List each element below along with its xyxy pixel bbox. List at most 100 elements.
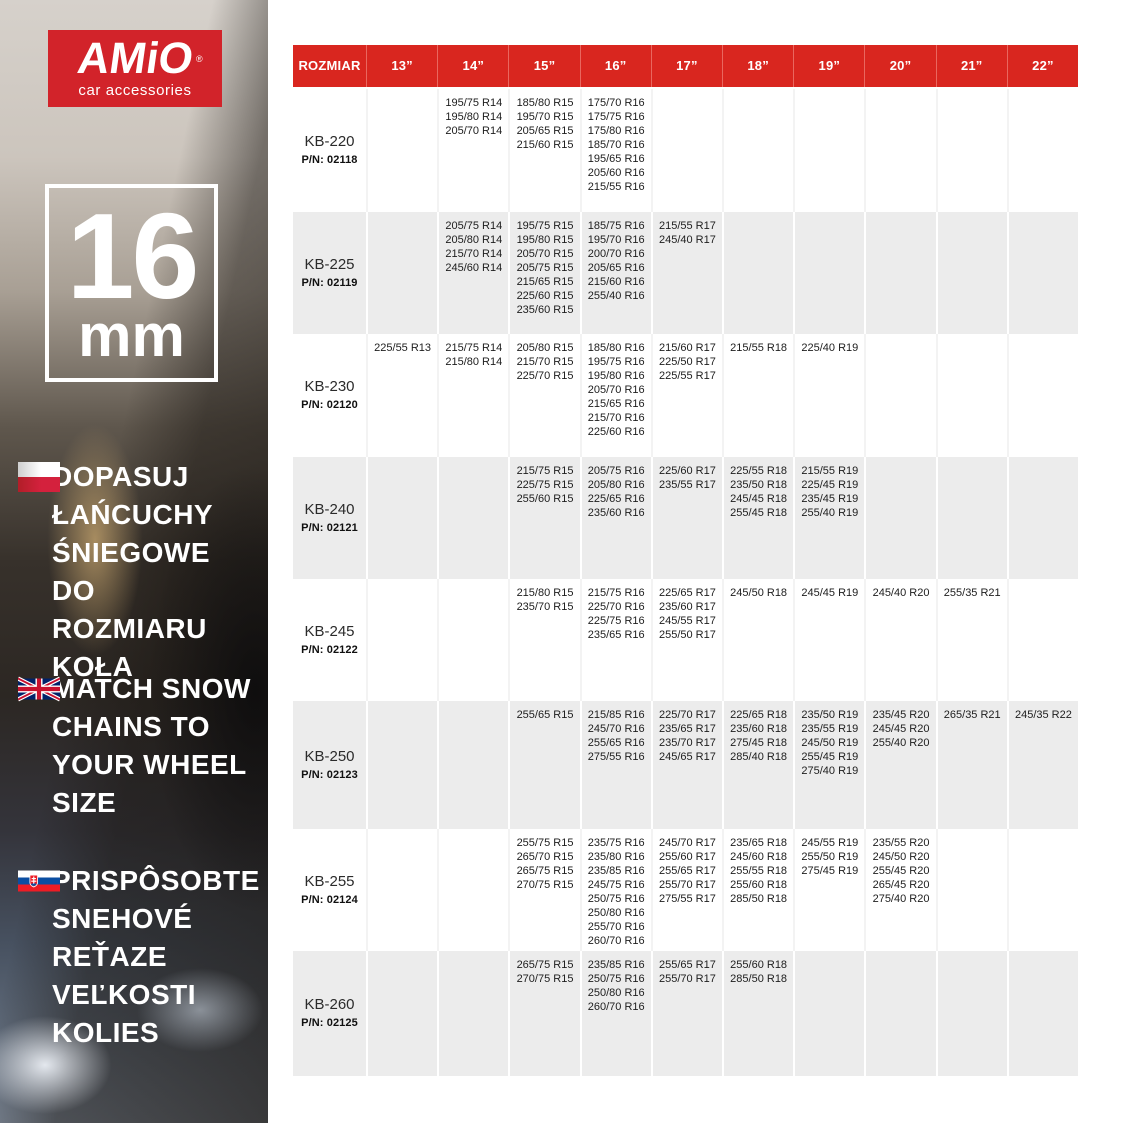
model-cell-kb-230: KB-230 P/N: 02120: [293, 334, 366, 457]
model-cell-kb-260: KB-260 P/N: 02125: [293, 951, 366, 1076]
slovakia-flag-icon: [18, 870, 60, 892]
badge-unit: mm: [78, 302, 185, 369]
sizes-cell-kb-220-21: [935, 89, 1007, 212]
sizes-cell-kb-220-15: 185/80 R15 195/70 R15 205/65 R15 215/60 …: [508, 89, 579, 212]
size-table: ROZMIAR 13” 14” 15” 16” 17” 18” 19” 20” 21” 22” KB…: [293, 45, 1078, 1076]
sizes-cell-kb-225-15: 195/75 R15 195/80 R15 205/70 R15 205/75 …: [508, 212, 579, 334]
col-header-size-17: 17”: [650, 45, 722, 87]
part-number: P/N: 02124: [301, 893, 358, 906]
sizes-cell-kb-240-22: [1006, 457, 1078, 579]
sizes-cell-kb-250-20: 235/45 R20 245/45 R20 255/40 R20: [864, 701, 935, 829]
sizes-cell-kb-240-16: 205/75 R16 205/80 R16 225/65 R16 235/60 …: [579, 457, 651, 579]
sizes-cell-kb-220-17: [650, 89, 722, 212]
table-row-kb-255: KB-255 P/N: 02124 255/75 R15 265/70 R15 26…: [293, 829, 1078, 951]
sizes-cell-kb-230-20: [864, 334, 935, 457]
sizes-cell-kb-220-20: [864, 89, 935, 212]
amio-logo-wordmark: AMiO ®: [74, 34, 202, 83]
model-cell-kb-245: KB-245 P/N: 02122: [293, 579, 366, 701]
model-code: KB-255: [304, 872, 355, 890]
sizes-cell-kb-230-16: 185/80 R16 195/75 R16 195/80 R16 205/70 …: [579, 334, 651, 457]
table-row-kb-230: KB-230 P/N: 02120 225/55 R13 215/75 R14 215…: [293, 334, 1078, 457]
col-header-size-18: 18”: [722, 45, 793, 87]
sizes-cell-kb-250-21: 265/35 R21: [935, 701, 1007, 829]
sizes-cell-kb-260-22: [1006, 951, 1078, 1076]
sizes-cell-kb-250-16: 215/85 R16 245/70 R16 255/65 R16 275/55 …: [579, 701, 651, 829]
col-header-size-19: 19”: [793, 45, 864, 87]
sizes-cell-kb-240-20: [864, 457, 935, 579]
sizes-cell-kb-250-22: 245/35 R22: [1006, 701, 1078, 829]
sizes-cell-kb-230-14: 215/75 R14 215/80 R14: [437, 334, 508, 457]
badge-value: 16: [66, 188, 200, 324]
sizes-cell-kb-230-13: 225/55 R13: [366, 334, 437, 457]
sizes-cell-kb-225-17: 215/55 R17 245/40 R17: [650, 212, 722, 334]
sizes-cell-kb-255-15: 255/75 R15 265/70 R15 265/75 R15 270/75 …: [508, 829, 579, 951]
sizes-cell-kb-250-18: 225/65 R18 235/60 R18 275/45 R18 285/40 …: [722, 701, 793, 829]
sizes-cell-kb-230-17: 215/60 R17 225/50 R17 225/55 R17: [650, 334, 722, 457]
sizes-cell-kb-260-19: [793, 951, 864, 1076]
col-header-size-16: 16”: [579, 45, 651, 87]
sizes-cell-kb-225-13: [366, 212, 437, 334]
sizes-cell-kb-245-15: 215/80 R15 235/70 R15: [508, 579, 579, 701]
model-code: KB-250: [304, 747, 355, 765]
sizes-cell-kb-245-14: [437, 579, 508, 701]
section-english: MATCH SNOW CHAINS TO YOUR WHEEL SIZE: [18, 670, 253, 822]
col-header-size-22: 22”: [1006, 45, 1078, 87]
model-cell-kb-250: KB-250 P/N: 02123: [293, 701, 366, 829]
model-cell-kb-220: KB-220 P/N: 02118: [293, 89, 366, 212]
model-cell-kb-255: KB-255 P/N: 02124: [293, 829, 366, 951]
sizes-cell-kb-250-17: 225/70 R17 235/65 R17 235/70 R17 245/65 …: [650, 701, 722, 829]
slovak-text: PRISPÔSOBTE SNEHOVÉ REŤAZE VEĽKOSTI KOLI…: [52, 865, 260, 1048]
part-number: P/N: 02118: [301, 154, 358, 166]
sizes-cell-kb-220-19: [793, 89, 864, 212]
sizes-cell-kb-220-18: [722, 89, 793, 212]
sizes-cell-kb-250-14: [437, 701, 508, 829]
sizes-cell-kb-250-13: [366, 701, 437, 829]
sizes-cell-kb-255-17: 245/70 R17 255/60 R17 255/65 R17 255/70 …: [650, 829, 722, 951]
part-number: P/N: 02123: [301, 768, 358, 781]
table-row-kb-245: KB-245 P/N: 02122 215/80 R15 235/70 R15 215…: [293, 579, 1078, 701]
sizes-cell-kb-245-22: [1006, 579, 1078, 701]
sizes-cell-kb-230-15: 205/80 R15 215/70 R15 225/70 R15: [508, 334, 579, 457]
col-header-size-14: 14”: [437, 45, 508, 87]
registered-mark: ®: [195, 53, 203, 64]
sizes-cell-kb-230-21: [935, 334, 1007, 457]
sizes-cell-kb-220-22: [1006, 89, 1078, 212]
sizes-cell-kb-220-16: 175/70 R16 175/75 R16 175/80 R16 185/70 …: [579, 89, 651, 212]
sizes-cell-kb-230-18: 215/55 R18: [722, 334, 793, 457]
chain-thickness-badge: 16 mm: [45, 184, 218, 382]
sizes-cell-kb-245-13: [366, 579, 437, 701]
amio-logo: AMiO ® car accessories: [48, 30, 222, 107]
sizes-cell-kb-260-20: [864, 951, 935, 1076]
sizes-cell-kb-240-17: 225/60 R17 235/55 R17: [650, 457, 722, 579]
sizes-cell-kb-240-21: [935, 457, 1007, 579]
part-number: P/N: 02120: [301, 399, 358, 411]
section-slovak: PRISPÔSOBTE SNEHOVÉ REŤAZE VEĽKOSTI KOLI…: [18, 862, 260, 1052]
table-row-kb-220: KB-220 P/N: 02118 195/75 R14 195/80 R14 20…: [293, 89, 1078, 212]
polish-text: DOPASUJ ŁAŃCUCHY ŚNIEGOWE DO ROZMIARU KO…: [52, 461, 214, 682]
sizes-cell-kb-240-13: [366, 457, 437, 579]
table-row-kb-250: KB-250 P/N: 02123 255/65 R15 215/85 R16 245…: [293, 701, 1078, 829]
sizes-cell-kb-260-15: 265/75 R15 270/75 R15: [508, 951, 579, 1076]
brand-text: AMiO: [74, 33, 196, 83]
english-text: MATCH SNOW CHAINS TO YOUR WHEEL SIZE: [52, 673, 251, 818]
sizes-cell-kb-255-21: [935, 829, 1007, 951]
sizes-cell-kb-230-22: [1006, 334, 1078, 457]
model-code: KB-230: [304, 378, 355, 395]
sizes-cell-kb-225-18: [722, 212, 793, 334]
sizes-cell-kb-260-18: 255/60 R18 285/50 R18: [722, 951, 793, 1076]
model-code: KB-220: [304, 133, 355, 150]
model-code: KB-240: [304, 500, 355, 518]
sizes-cell-kb-240-18: 225/55 R18 235/50 R18 245/45 R18 255/45 …: [722, 457, 793, 579]
sizes-cell-kb-240-19: 215/55 R19 225/45 R19 235/45 R19 255/40 …: [793, 457, 864, 579]
sizes-cell-kb-240-14: [437, 457, 508, 579]
sizes-cell-kb-225-16: 185/75 R16 195/70 R16 200/70 R16 205/65 …: [579, 212, 651, 334]
part-number: P/N: 02121: [301, 521, 358, 534]
col-header-size-20: 20”: [864, 45, 935, 87]
table-row-kb-260: KB-260 P/N: 02125 265/75 R15 270/75 R15 235…: [293, 951, 1078, 1076]
model-code: KB-260: [304, 996, 355, 1013]
sizes-cell-kb-260-21: [935, 951, 1007, 1076]
model-code: KB-245: [304, 622, 355, 640]
col-header-rozmiar: ROZMIAR: [298, 58, 361, 73]
section-polish: DOPASUJ ŁAŃCUCHY ŚNIEGOWE DO ROZMIARU KO…: [18, 458, 253, 686]
